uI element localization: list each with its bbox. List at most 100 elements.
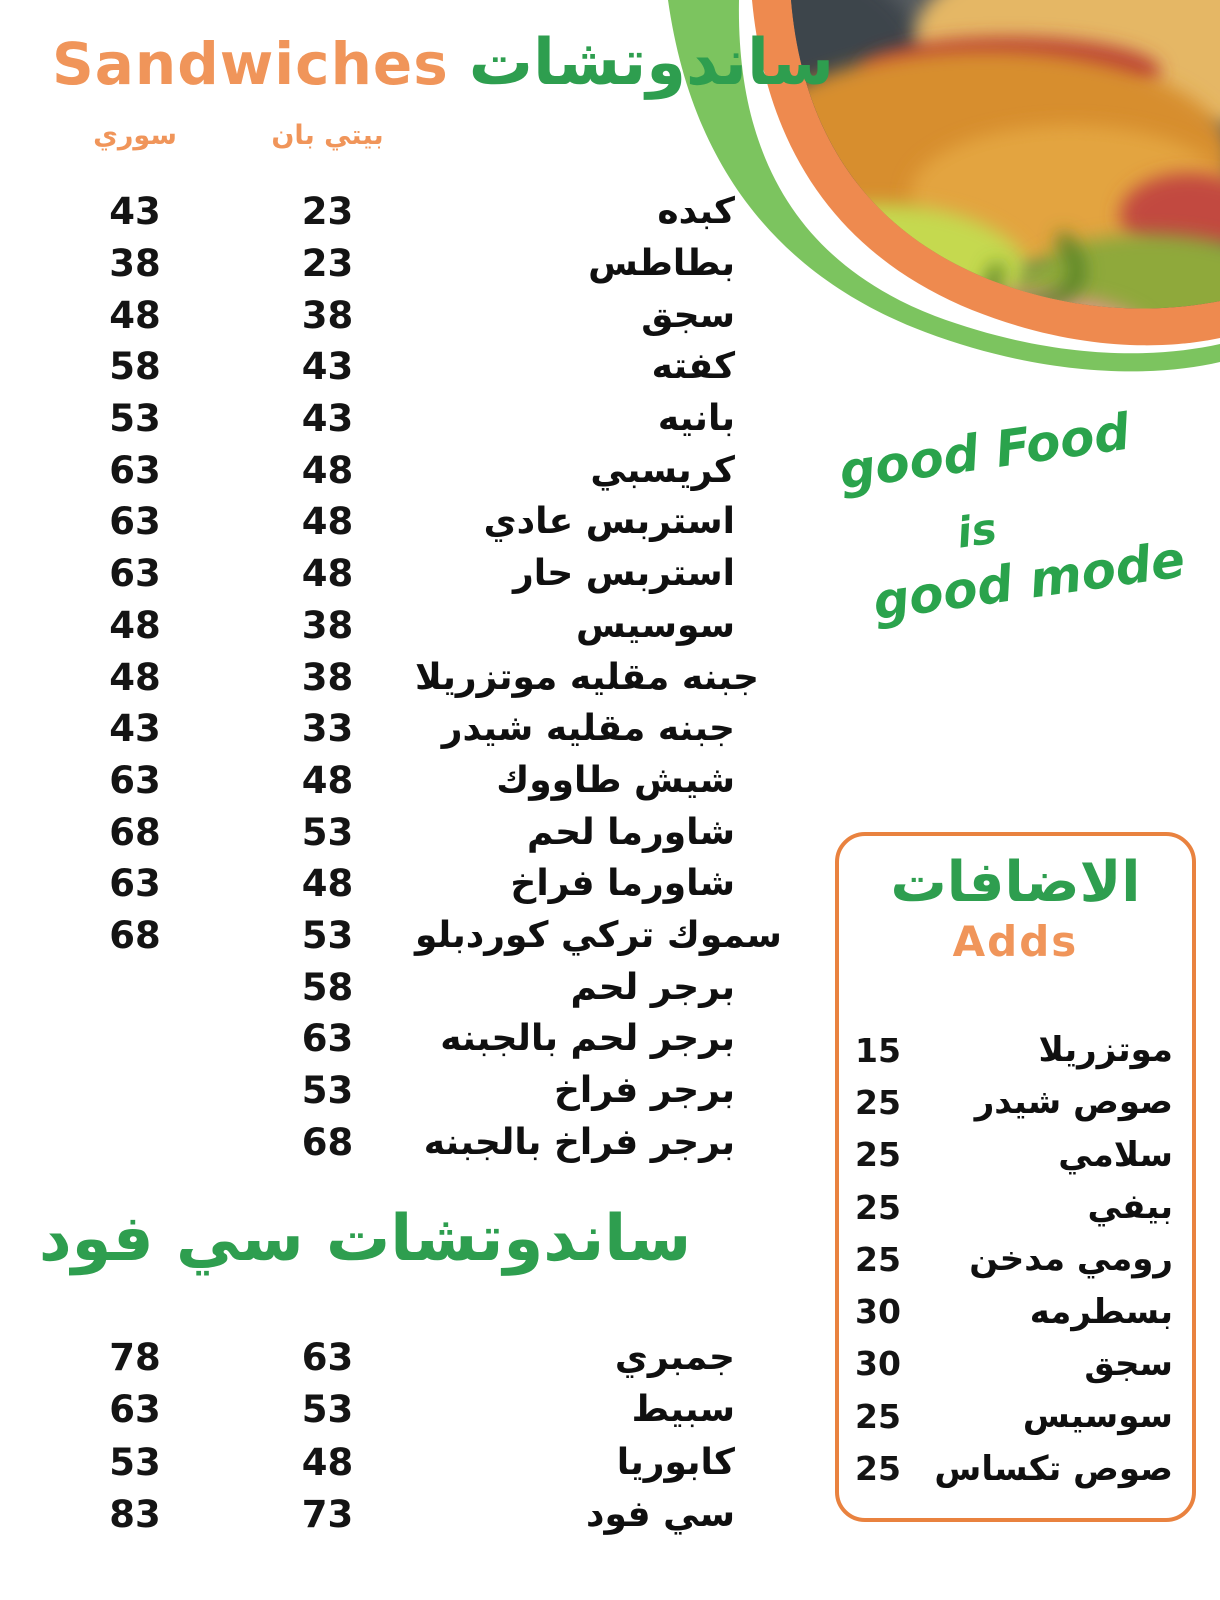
menu-item-row: 48 38 سجق <box>30 289 735 341</box>
adds-item-row: 25 صوص تكساس <box>847 1442 1187 1494</box>
seafood-section-title: ساندوتشات سي فود <box>38 1202 692 1276</box>
adds-item-name: صوص تكساس <box>934 1448 1173 1489</box>
adds-item-price: 25 <box>855 1187 901 1227</box>
menu-item-row: 68 برجر فراخ بالجبنه <box>30 1116 735 1168</box>
price-syrian: 63 <box>109 448 161 492</box>
adds-item-price: 25 <box>855 1449 901 1489</box>
price-petit-pain: 48 <box>301 552 354 596</box>
adds-item-price: 25 <box>855 1082 901 1122</box>
adds-item-price: 25 <box>855 1135 901 1175</box>
menu-item-row: 63 48 شيش طاووك <box>30 755 735 807</box>
price-petit-pain: 63 <box>301 1017 354 1061</box>
price-petit-pain: 53 <box>301 913 354 957</box>
price-syrian: 68 <box>109 810 161 854</box>
price-petit-pain: 23 <box>301 190 354 234</box>
price-syrian: 53 <box>109 397 161 441</box>
price-petit-pain: 38 <box>301 603 354 647</box>
price-syrian: 48 <box>109 293 161 337</box>
column-header-syrian: سوري <box>93 120 177 151</box>
adds-item-row: 25 بيفي <box>847 1181 1187 1233</box>
price-petit-pain: 58 <box>301 965 354 1009</box>
adds-box: الاضافات Adds 15 موتزريلا 25 صوص شيدر 25… <box>835 832 1196 1522</box>
green-arc <box>668 0 1220 372</box>
item-name: جبنه مقليه شيدر <box>441 708 735 750</box>
price-petit-pain: 33 <box>301 707 354 751</box>
price-petit-pain: 73 <box>301 1493 354 1537</box>
menu-item-row: 53 43 بانيه <box>30 393 735 445</box>
adds-list: 15 موتزريلا 25 صوص شيدر 25 سلامي 25 بيفي… <box>847 1024 1187 1495</box>
price-syrian: 38 <box>109 242 161 286</box>
seafood-list: 78 63 جمبري 63 53 سبيط 53 48 كابوريا 83 … <box>30 1331 735 1541</box>
adds-item-row: 25 سوسيس <box>847 1390 1187 1442</box>
item-name: شيش طاووك <box>496 759 735 801</box>
price-petit-pain: 53 <box>301 1388 354 1432</box>
item-name: بانيه <box>657 398 735 440</box>
item-name: جمبري <box>614 1336 735 1378</box>
hero-corner-graphic <box>668 0 1220 372</box>
adds-item-name: موتزريلا <box>1038 1030 1173 1071</box>
item-name: سي فود <box>586 1494 735 1536</box>
adds-item-price: 15 <box>855 1030 901 1070</box>
menu-item-row: 38 23 بطاطس <box>30 238 735 290</box>
adds-item-price: 25 <box>855 1239 901 1279</box>
tagline: good Food is good mode <box>836 403 1198 632</box>
item-name: برجر لحم <box>570 966 735 1008</box>
adds-item-row: 25 سلامي <box>847 1129 1187 1181</box>
item-name: استربس عادي <box>483 501 735 543</box>
menu-item-row: 53 48 كابوريا <box>30 1436 735 1489</box>
price-syrian: 68 <box>109 913 161 957</box>
adds-item-name: سجق <box>1084 1343 1173 1384</box>
adds-item-name: رومي مدخن <box>969 1239 1173 1280</box>
price-petit-pain: 63 <box>301 1335 354 1379</box>
adds-item-row: 30 سجق <box>847 1338 1187 1390</box>
price-petit-pain: 38 <box>301 293 354 337</box>
item-name: سوسيس <box>576 604 735 646</box>
adds-item-row: 25 صوص شيدر <box>847 1076 1187 1128</box>
price-syrian: 63 <box>109 1388 161 1432</box>
price-syrian: 63 <box>109 552 161 596</box>
adds-title-english: Adds <box>952 917 1079 966</box>
item-name: بطاطس <box>588 243 735 285</box>
item-name: سبيط <box>631 1389 735 1431</box>
item-name: شاورما فراخ <box>510 863 735 905</box>
column-header-petit-pain: بيتي بان <box>271 120 384 151</box>
adds-item-name: بيفي <box>1087 1187 1173 1228</box>
price-petit-pain: 48 <box>301 1440 354 1484</box>
page-title: Sandwiches ساندوتشات <box>52 26 834 100</box>
price-petit-pain: 48 <box>301 758 354 802</box>
price-syrian: 78 <box>109 1335 161 1379</box>
adds-item-row: 15 موتزريلا <box>847 1024 1187 1076</box>
price-syrian: 58 <box>109 345 161 389</box>
title-english: Sandwiches <box>52 30 449 98</box>
item-name: كريسبي <box>590 449 735 491</box>
price-syrian: 63 <box>109 758 161 802</box>
adds-item-row: 25 رومي مدخن <box>847 1233 1187 1285</box>
price-petit-pain: 48 <box>301 500 354 544</box>
price-petit-pain: 48 <box>301 862 354 906</box>
item-name: جبنه مقليه موتزريلا <box>415 656 760 698</box>
menu-item-row: 58 43 كفته <box>30 341 735 393</box>
menu-item-row: 63 48 استربس حار <box>30 548 735 600</box>
item-name: كفته <box>651 346 735 388</box>
price-column-headers: سوري بيتي بان <box>30 120 735 151</box>
price-syrian: 43 <box>109 190 161 234</box>
item-name: برجر فراخ <box>553 1070 735 1112</box>
price-syrian: 63 <box>109 862 161 906</box>
menu-item-row: 68 53 شاورما لحم <box>30 806 735 858</box>
adds-item-price: 25 <box>855 1396 901 1436</box>
menu-item-row: 43 23 كبده <box>30 186 735 238</box>
item-name: شاورما لحم <box>526 811 735 853</box>
menu-item-row: 68 53 سموك تركي كوردبلو <box>30 910 782 962</box>
menu-item-row: 63 48 استربس عادي <box>30 496 735 548</box>
price-syrian: 83 <box>109 1493 161 1537</box>
adds-item-name: سلامي <box>1058 1134 1173 1175</box>
title-arabic: ساندوتشات <box>468 26 834 100</box>
sandwiches-list: 43 23 كبده 38 23 بطاطس 48 38 سجق 58 43 ك… <box>30 186 782 1168</box>
menu-item-row: 63 53 سبيط <box>30 1384 735 1437</box>
adds-title-arabic: الاضافات <box>890 850 1141 915</box>
price-petit-pain: 53 <box>301 1069 354 1113</box>
menu-item-row: 63 برجر لحم بالجبنه <box>30 1013 735 1065</box>
menu-item-row: 63 48 شاورما فراخ <box>30 858 735 910</box>
menu-item-row: 63 48 كريسبي <box>30 444 735 496</box>
